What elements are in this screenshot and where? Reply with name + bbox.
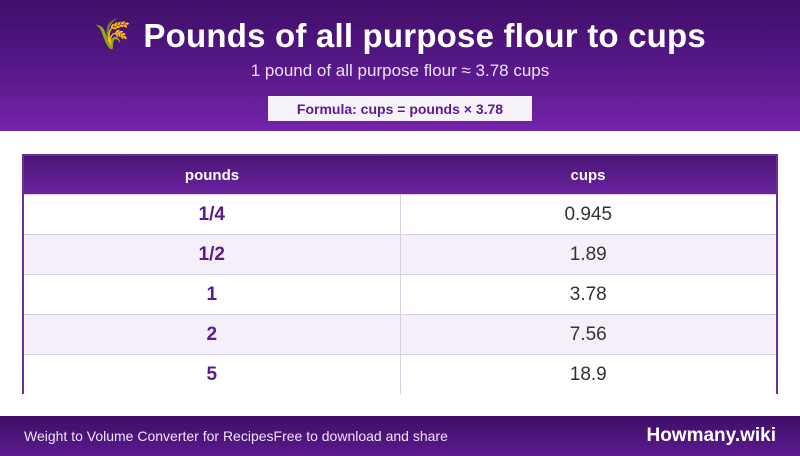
column-header-pounds: pounds — [184, 166, 240, 184]
pounds-cell: 1/4 — [24, 195, 401, 234]
cups-cell: 7.56 — [569, 323, 607, 345]
table-row: 1 3.78 — [24, 274, 776, 314]
brand-logo-text[interactable]: Howmany.wiki — [646, 425, 776, 446]
cups-cell: 0.945 — [564, 203, 613, 225]
table-row: 2 7.56 — [24, 314, 776, 354]
header-banner: 🌾 Pounds of all purpose flour to cups 1 … — [0, 0, 800, 131]
pounds-cell: 2 — [24, 315, 401, 354]
title-row: 🌾 Pounds of all purpose flour to cups — [0, 14, 800, 56]
footer-left: Weight to Volume Converter for Recipes Fr… — [24, 416, 448, 456]
page-title: Pounds of all purpose flour to cups — [143, 16, 706, 54]
pounds-cell: 1/2 — [24, 235, 401, 274]
table-header: pounds cups — [24, 156, 776, 194]
cups-cell: 3.78 — [569, 283, 607, 305]
footer-bar: Weight to Volume Converter for Recipes Fr… — [0, 416, 800, 456]
footer-tagline: Free to download and share — [273, 428, 448, 444]
cups-cell: 1.89 — [569, 243, 607, 265]
table-body: 1/4 0.945 1/2 1.89 1 3.78 2 7.56 5 18.9 — [24, 194, 776, 394]
column-header-cups: cups — [570, 166, 606, 184]
table-row: 5 18.9 — [24, 354, 776, 394]
page-subtitle: 1 pound of all purpose flour ≈ 3.78 cups — [250, 61, 550, 80]
pounds-cell: 5 — [24, 355, 401, 394]
table-row: 1/2 1.89 — [24, 234, 776, 274]
wheat-icon: 🌾 — [94, 18, 132, 51]
converter-link[interactable]: Weight to Volume Converter for Recipes — [24, 428, 274, 444]
formula-badge: Formula: cups = pounds × 3.78 — [268, 96, 532, 121]
conversion-table: pounds cups 1/4 0.945 1/2 1.89 1 3.78 2 … — [22, 154, 778, 394]
table-row: 1/4 0.945 — [24, 194, 776, 234]
cups-cell: 18.9 — [569, 363, 607, 385]
pounds-cell: 1 — [24, 275, 401, 314]
